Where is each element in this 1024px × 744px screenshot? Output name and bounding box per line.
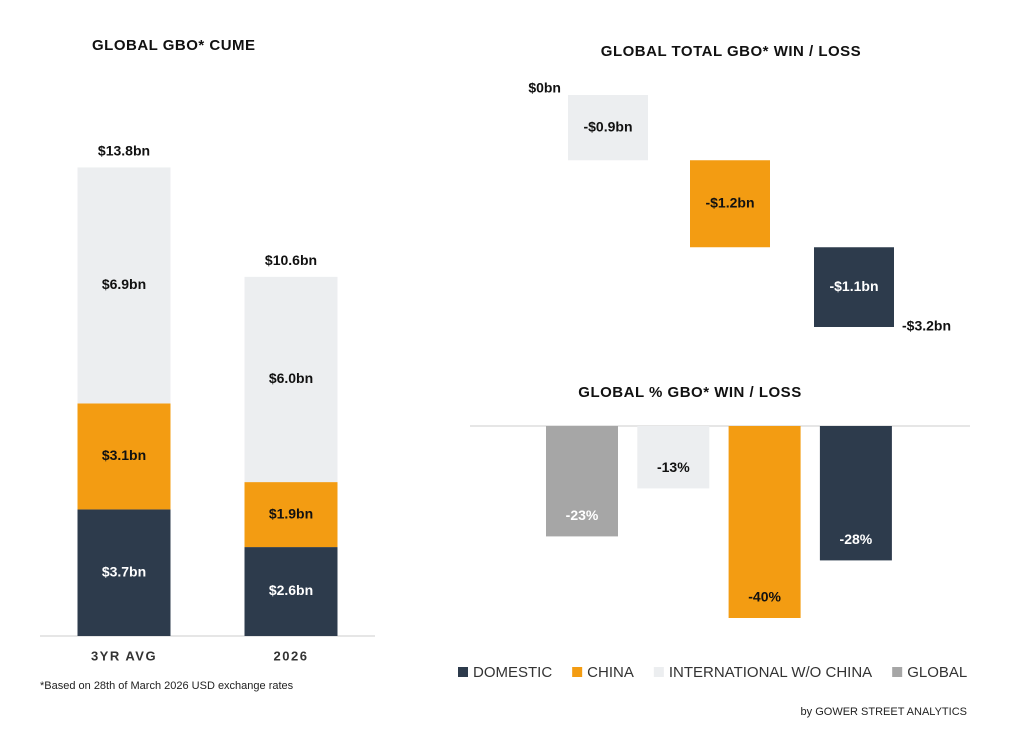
- value-label: -28%: [840, 531, 873, 547]
- bar: [637, 426, 710, 489]
- value-label: -$0.9bn: [583, 118, 632, 134]
- total-label: $10.6bn: [265, 252, 317, 268]
- bar-segment: [77, 167, 171, 404]
- legend-swatch: [892, 667, 903, 677]
- waterfall-bar: [814, 247, 894, 327]
- value-label: $3.1bn: [102, 447, 146, 463]
- legend-label: DOMESTIC: [473, 664, 552, 681]
- credit: by GOWER STREET ANALYTICS: [801, 706, 967, 718]
- legend-label: CHINA: [587, 664, 634, 681]
- bar-segment: [77, 403, 171, 510]
- waterfall-bar: [568, 95, 648, 161]
- value-label: -$1.2bn: [705, 194, 754, 210]
- legend-label: GLOBAL: [907, 664, 967, 681]
- x-tick-label: 2026: [274, 648, 309, 663]
- bar-segment: [244, 276, 338, 483]
- bar-segment: [244, 547, 338, 636]
- value-label: $2.6bn: [269, 582, 313, 598]
- value-label: -23%: [566, 507, 599, 523]
- value-label: -13%: [657, 459, 690, 475]
- end-label: -$3.2bn: [902, 318, 951, 334]
- value-label: $3.7bn: [102, 563, 146, 579]
- footnote: *Based on 28th of March 2026 USD exchang…: [40, 680, 294, 692]
- legend-swatch: [572, 667, 583, 677]
- value-label: -$1.1bn: [829, 278, 878, 294]
- bar-segment: [77, 509, 171, 636]
- waterfall-bar: [690, 160, 770, 248]
- value-label: $6.0bn: [269, 370, 313, 386]
- x-tick-label: 3YR AVG: [91, 648, 157, 663]
- bar-segment: [244, 482, 338, 548]
- total-label: $13.8bn: [98, 143, 150, 159]
- bar: [819, 426, 892, 561]
- bar: [728, 426, 801, 618]
- bar: [546, 426, 618, 537]
- legend-label: INTERNATIONAL W/O CHINA: [669, 664, 872, 681]
- legend-swatch: [458, 667, 468, 677]
- chart-title: GLOBAL GBO* CUME: [92, 37, 256, 54]
- chart-title: GLOBAL TOTAL GBO* WIN / LOSS: [601, 43, 861, 60]
- value-label: $1.9bn: [269, 505, 313, 521]
- value-label: $6.9bn: [102, 276, 146, 292]
- start-label: $0bn: [528, 80, 561, 96]
- chart-title: GLOBAL % GBO* WIN / LOSS: [578, 384, 801, 401]
- value-label: -40%: [748, 589, 781, 605]
- legend-swatch: [653, 667, 664, 677]
